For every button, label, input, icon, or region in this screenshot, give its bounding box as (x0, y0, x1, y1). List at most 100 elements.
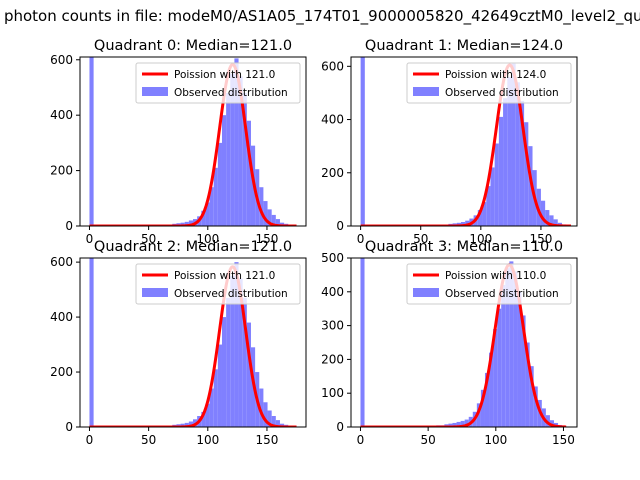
y-tick-label: 0 (336, 420, 344, 434)
x-tick-label: 150 (529, 232, 552, 246)
histogram-bar (494, 143, 499, 226)
legend: Poission with 110.0 Observed distribution (406, 263, 572, 305)
histogram-bar (221, 115, 227, 226)
histogram-bar (89, 57, 94, 226)
histogram-bar (209, 187, 214, 226)
legend-histogram-swatch (413, 87, 439, 96)
histogram-bar (238, 278, 243, 427)
figure-suptitle: Histogram of photon counts in file: mode… (0, 7, 640, 26)
x-tick-label: 50 (141, 232, 156, 246)
histogram-bar (480, 389, 485, 427)
plot-area (88, 57, 298, 226)
x-tick-label: 100 (469, 232, 492, 246)
poisson-fit-line (88, 265, 298, 427)
panel-title: Quadrant 2: Median=121.0 (94, 239, 292, 255)
histogram-bar (505, 268, 510, 427)
y-tick-label: 600 (50, 53, 73, 67)
plot-area (359, 57, 572, 226)
y-tick-label: 400 (50, 108, 73, 122)
y-tick-label: 0 (65, 219, 73, 233)
y-tick-label: 600 (50, 255, 73, 269)
histogram-bar (242, 297, 247, 427)
x-tick-label: 150 (255, 433, 278, 447)
histogram-bar (234, 58, 239, 226)
x-tick-label: 0 (357, 433, 365, 447)
x-tick-label: 0 (86, 433, 94, 447)
histogram-bar (484, 372, 490, 427)
histogram-bar (465, 220, 470, 226)
histogram-bar (263, 402, 268, 427)
panel-quadrant-2: 0 50 100 150 0 200 400 600 Quadrant 2: Median=12… (50, 239, 307, 447)
histogram-bar (226, 93, 231, 226)
legend-box (406, 263, 572, 305)
histogram-bar (529, 366, 534, 427)
histogram-bar (515, 82, 520, 226)
panel-title: Quadrant 1: Median=124.0 (365, 38, 563, 54)
histogram-bar (553, 219, 558, 226)
legend-label-fit: Poission with 110.0 (445, 270, 546, 282)
histogram-bar (511, 63, 516, 226)
histogram-bar (188, 220, 193, 226)
histogram-bar (205, 202, 210, 226)
histogram-bar (533, 386, 538, 427)
histogram-bar (188, 421, 193, 427)
histogram-bar (213, 369, 218, 427)
x-tick-label: 150 (552, 433, 575, 447)
panels: 0 50 100 150 0 200 400 600 Quadrant 0: Median=12… (50, 38, 578, 447)
legend-label-histogram: Observed distribution (174, 288, 288, 300)
histogram-bar (226, 297, 231, 427)
x-tick-label: 150 (255, 232, 278, 246)
histogram-bar (497, 308, 502, 427)
histogram-bar (217, 344, 222, 427)
histogram-bar (528, 146, 533, 226)
histogram-bar (279, 222, 285, 226)
histogram-bar (486, 186, 491, 226)
histogram-bar (448, 423, 453, 427)
x-tick-label: 100 (196, 232, 219, 246)
histogram-bar (493, 328, 498, 427)
histogram-bar (275, 219, 280, 226)
x-tick-label: 50 (420, 433, 435, 447)
histogram-bar (234, 262, 239, 427)
x-tick-label: 100 (484, 433, 507, 447)
legend-histogram-swatch (142, 87, 168, 96)
legend-label-fit: Poission with 124.0 (445, 69, 546, 81)
histogram-bar (201, 210, 206, 226)
y-tick-label: 0 (65, 420, 73, 434)
axes-frame (350, 56, 578, 227)
poisson-fit-line (359, 263, 567, 427)
histogram-bar (460, 420, 465, 427)
histogram-bar (246, 322, 251, 427)
histogram-bar (213, 167, 218, 226)
y-tick-label: 300 (321, 319, 344, 333)
histogram-bar (513, 271, 518, 427)
histogram-bar (503, 98, 508, 226)
histogram-bar (360, 258, 365, 427)
histogram-bar (545, 210, 550, 226)
histogram-bar (201, 411, 206, 427)
x-tick-label: 100 (196, 433, 219, 447)
histogram-bar (217, 142, 222, 226)
histogram-bar (498, 116, 504, 226)
poisson-fit-line (359, 63, 572, 226)
histogram-bar (89, 258, 94, 427)
histogram-bar (184, 422, 189, 427)
histogram-bar (275, 420, 280, 427)
histogram-bar (489, 352, 494, 427)
legend-label-fit: Poission with 121.0 (174, 270, 275, 282)
legend: Poission with 124.0 Observed distribution (406, 62, 572, 104)
histogram-bar (230, 73, 235, 226)
histogram-bar (525, 342, 530, 427)
histogram-bar (460, 222, 466, 226)
legend-label-fit: Poission with 121.0 (174, 69, 275, 81)
legend: Poission with 121.0 Observed distribution (135, 62, 301, 104)
panel-title: Quadrant 0: Median=121.0 (94, 38, 292, 54)
histogram-bar (230, 275, 235, 427)
y-tick-label: 200 (50, 365, 73, 379)
histogram-bar (271, 214, 276, 226)
axes-frame (350, 257, 578, 428)
histogram-bar (360, 57, 365, 226)
y-tick-label: 200 (50, 164, 73, 178)
histogram-bar (259, 187, 264, 226)
